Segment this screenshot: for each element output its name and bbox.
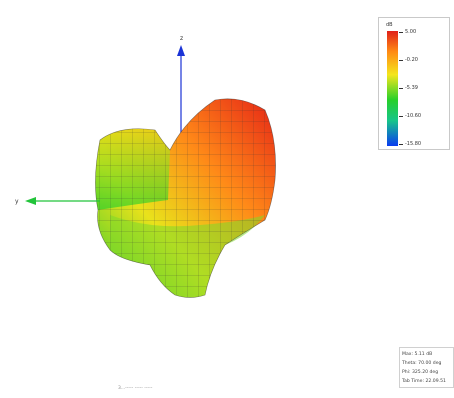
legend-unit: dB: [386, 22, 393, 28]
legend-tick: [399, 116, 403, 117]
info-max: Max: 5.11 dB: [402, 352, 433, 357]
pattern-info-box: Max: 5.11 dB Theta: 70.00 deg Phi: 325.2…: [399, 347, 454, 388]
legend-tick: [399, 60, 403, 61]
bottom-caption: 3...----- ----- -----: [118, 386, 153, 391]
legend-tick-label: -15.80: [405, 141, 422, 147]
legend-tick: [399, 32, 403, 33]
z-axis-arrow: [177, 45, 185, 56]
info-phi: Phi: 325.20 deg: [402, 370, 439, 375]
legend-tick-label: 5.00: [405, 29, 417, 35]
y-axis-label: y: [15, 198, 19, 205]
color-scale-legend: dB 5.00 -0.20 -5.39 -10.60 -15.80: [378, 17, 450, 150]
legend-tick: [399, 144, 403, 145]
color-scale-bar: [387, 31, 398, 146]
legend-tick-label: -5.39: [405, 85, 418, 91]
legend-tick: [399, 88, 403, 89]
info-theta: Theta: 70.00 deg: [402, 361, 442, 366]
y-axis-arrow: [25, 197, 36, 205]
legend-tick-label: -10.60: [405, 113, 422, 119]
legend-tick-label: -0.20: [405, 57, 418, 63]
radiation-lobe: [95, 98, 276, 298]
z-axis-label: z: [180, 35, 183, 42]
info-time: Tab Time: 22.09.51: [402, 379, 446, 384]
